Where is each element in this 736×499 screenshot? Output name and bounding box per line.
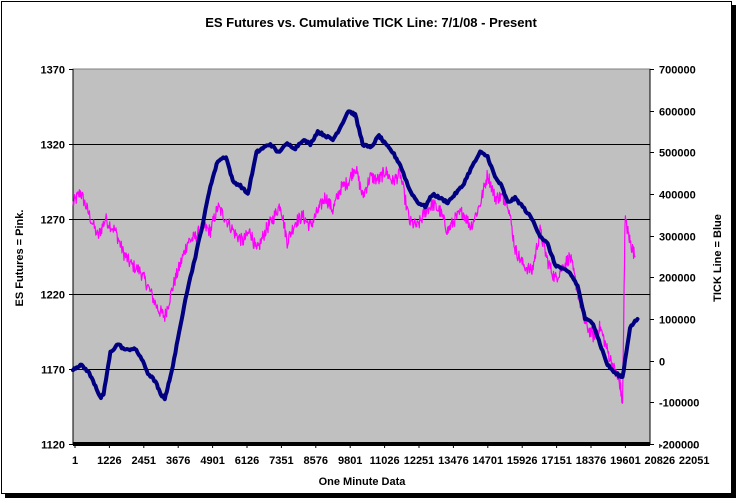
left-tick-label: 1170 [41, 365, 65, 377]
right-tick-label: 200000 [659, 273, 696, 285]
x-axis-ticks: 1 1226 2451 3676 4901 6126 7351 8576 9801 11026 12… [72, 444, 710, 467]
left-tick-label: 1320 [41, 140, 65, 152]
x-tick-label: 22051 [679, 455, 710, 467]
right-tick-label: 100000 [659, 315, 696, 327]
left-tick-label: 1270 [41, 215, 65, 227]
right-tick-label: -100000 [659, 398, 699, 410]
x-tick-label: 7351 [269, 455, 293, 467]
x-tick-label: 2451 [132, 455, 156, 467]
y-axis-right-title: TICK Line = Blue [712, 214, 724, 302]
right-tick-label: -200000 [659, 440, 699, 452]
es-futures-series [72, 165, 636, 404]
x-tick-label: 13476 [438, 455, 469, 467]
right-tick-label: 400000 [659, 190, 696, 202]
x-tick-label: 6126 [235, 455, 259, 467]
x-tick-label: 19601 [610, 455, 641, 467]
x-tick-label: 14701 [473, 455, 504, 467]
x-tick-label: 4901 [200, 455, 224, 467]
x-tick-label: 17151 [541, 455, 572, 467]
x-tick-label: 3676 [166, 455, 190, 467]
tick-line-series [71, 109, 640, 402]
y-axis-left-title: ES Futures = Pink. [14, 210, 26, 307]
chart: ES Futures vs. Cumulative TICK Line: 7/1… [14, 15, 724, 488]
series-layer [71, 109, 640, 404]
x-tick-label: 20826 [645, 455, 676, 467]
x-tick-label: 12251 [404, 455, 435, 467]
right-tick-label: 700000 [659, 65, 696, 77]
left-tick-label: 1120 [41, 440, 65, 452]
x-tick-label: 9801 [338, 455, 362, 467]
x-axis-title: One Minute Data [319, 476, 407, 488]
left-axis-ticks: 1120 1170 1220 1270 1320 1370 [41, 65, 73, 452]
right-tick-label: 300000 [659, 232, 696, 244]
right-tick-label: 600000 [659, 107, 696, 119]
x-tick-label: 1226 [97, 455, 121, 467]
left-tick-label: 1220 [41, 290, 65, 302]
x-tick-label: 15926 [507, 455, 538, 467]
right-tick-label: 500000 [659, 148, 696, 160]
right-tick-label: 0 [659, 357, 665, 369]
x-tick-label: 8576 [304, 455, 328, 467]
x-tick-label: 18376 [576, 455, 607, 467]
right-axis-ticks: -200000 -100000 0 100000 200000 300000 400000 5… [650, 65, 699, 452]
left-tick-label: 1370 [41, 65, 65, 77]
x-tick-label: 11026 [370, 455, 400, 467]
x-tick-label: 1 [72, 455, 78, 467]
chart-title: ES Futures vs. Cumulative TICK Line: 7/1… [205, 15, 537, 30]
